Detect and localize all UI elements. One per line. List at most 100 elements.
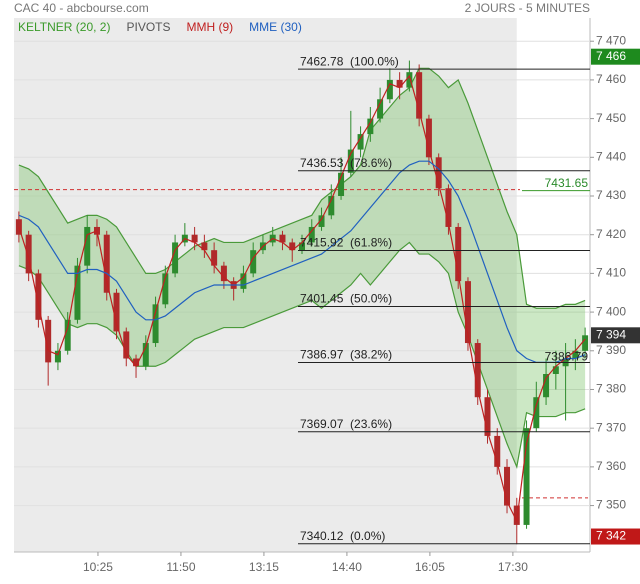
candle-body <box>84 226 91 266</box>
y-tick-label: 7 420 <box>596 227 626 241</box>
candle-body <box>123 331 130 359</box>
mme-line <box>18 160 586 363</box>
x-tick-label: 14:40 <box>332 560 362 574</box>
candle-body <box>445 188 452 227</box>
y-tick-label: 7 400 <box>596 304 626 318</box>
y-tick-label: 7 450 <box>596 111 626 125</box>
fib-label: 7401.45 (50.0%) <box>300 292 392 306</box>
y-tick-label: 7 380 <box>596 382 626 396</box>
candle-body <box>299 242 305 251</box>
candle-body <box>543 374 550 398</box>
price-tag-label: 7 394 <box>596 327 626 341</box>
candle-body <box>54 350 61 363</box>
keltner-lower <box>18 241 586 469</box>
x-tick-label: 13:15 <box>249 560 279 574</box>
candle-body <box>35 273 42 320</box>
fib-label: 7462.78 (100.0%) <box>300 54 399 68</box>
candle-body <box>318 215 325 227</box>
chart-subtitle: 2 JOURS - 5 MINUTES <box>465 1 590 15</box>
candle-body <box>133 358 140 367</box>
candle-body <box>552 366 559 374</box>
y-tick-label: 7 360 <box>596 459 626 473</box>
candle-body <box>338 172 345 196</box>
candle-body <box>142 343 149 367</box>
candle-body <box>220 265 227 282</box>
fib-label: 7386.97 (38.2%) <box>300 348 392 362</box>
y-tick-label: 7 370 <box>596 420 626 434</box>
candle-body <box>464 281 471 344</box>
candle-body <box>435 157 442 189</box>
candle-body <box>386 79 393 100</box>
fib-label: 7369.07 (23.6%) <box>300 417 392 431</box>
candle-body <box>484 397 491 436</box>
candle-body <box>162 273 169 305</box>
chart-title: CAC 40 - abcbourse.com <box>14 1 149 15</box>
keltner-upper <box>18 67 586 309</box>
candle-body <box>406 72 413 88</box>
mme-label: 7386.79 <box>545 349 589 363</box>
candle-body <box>357 134 364 150</box>
candle-body <box>377 99 384 119</box>
candle-body <box>64 319 71 351</box>
candle-body <box>15 219 22 235</box>
candle-body <box>455 226 462 282</box>
y-tick-label: 7 390 <box>596 343 626 357</box>
candle-body <box>416 72 423 119</box>
price-tag <box>591 528 640 545</box>
candle-body <box>504 466 511 506</box>
candle-body <box>513 505 520 525</box>
candle-body <box>494 435 501 467</box>
candle-body <box>191 234 198 243</box>
x-tick-label: 11:50 <box>166 560 195 574</box>
mmh-line <box>18 74 586 524</box>
candle-body <box>152 304 159 344</box>
candle-body <box>582 335 589 351</box>
price-tag-label: 7 466 <box>596 49 626 63</box>
candle-body <box>396 79 403 88</box>
price-tag <box>591 48 640 65</box>
candle-body <box>367 118 374 135</box>
keltner-band <box>18 68 586 467</box>
candle-body <box>74 265 81 320</box>
candle-body <box>279 234 286 243</box>
fib-label: 7415.92 (61.8%) <box>300 236 392 250</box>
candle-body <box>347 149 354 173</box>
x-tick-label: 10:25 <box>83 560 113 574</box>
y-tick-label: 7 350 <box>596 498 626 512</box>
candle-body <box>308 226 315 243</box>
price-tag <box>591 327 640 344</box>
y-tick-label: 7 440 <box>596 149 626 163</box>
y-tick-label: 7 430 <box>596 188 626 202</box>
candle-body <box>45 319 52 363</box>
candle-body <box>201 242 208 251</box>
candle-body <box>425 118 432 158</box>
candle-body <box>289 242 296 251</box>
y-tick-label: 7 410 <box>596 266 626 280</box>
candle-body <box>113 292 120 332</box>
x-tick-label: 17:30 <box>498 560 528 574</box>
legend-item: MME (30) <box>249 20 302 34</box>
fib-label: 7340.12 (0.0%) <box>300 529 385 543</box>
legend-item: PIVOTS <box>126 20 170 34</box>
legend-item: MMH (9) <box>187 20 234 34</box>
session-bg <box>14 18 517 552</box>
y-tick-label: 7 460 <box>596 72 626 86</box>
candle-body <box>240 273 247 289</box>
candle-body <box>103 234 110 293</box>
candle-body <box>250 250 257 274</box>
price-tag-label: 7 342 <box>596 529 626 543</box>
candle-body <box>211 250 218 266</box>
candle-body <box>523 428 530 525</box>
fib-label: 7436.53 (78.6%) <box>300 156 392 170</box>
candle-body <box>172 242 179 274</box>
candle-body <box>328 196 335 216</box>
y-tick-label: 7 470 <box>596 33 626 47</box>
legend-item: KELTNER (20, 2) <box>18 20 110 34</box>
x-tick-label: 16:05 <box>415 560 445 574</box>
candle-body <box>25 234 32 274</box>
candle-body <box>572 350 579 359</box>
pivot-label: 7431.65 <box>545 176 589 190</box>
candle-body <box>474 343 481 398</box>
candle-body <box>533 397 540 429</box>
